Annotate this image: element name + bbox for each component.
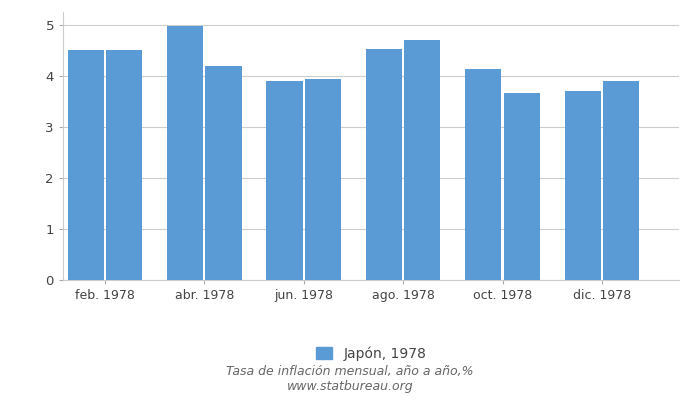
Text: Tasa de inflación mensual, año a año,%: Tasa de inflación mensual, año a año,% — [226, 366, 474, 378]
Bar — [67, 50, 104, 280]
Bar — [106, 50, 142, 280]
Bar — [205, 66, 242, 280]
Bar — [503, 93, 540, 280]
Bar — [404, 40, 440, 280]
Text: www.statbureau.org: www.statbureau.org — [287, 380, 413, 393]
Bar — [565, 91, 601, 280]
Bar — [603, 81, 639, 280]
Bar — [366, 49, 402, 280]
Bar — [304, 79, 341, 280]
Legend: Japón, 1978: Japón, 1978 — [310, 340, 432, 366]
Bar — [167, 26, 203, 280]
Bar — [267, 81, 302, 280]
Bar — [466, 69, 501, 280]
